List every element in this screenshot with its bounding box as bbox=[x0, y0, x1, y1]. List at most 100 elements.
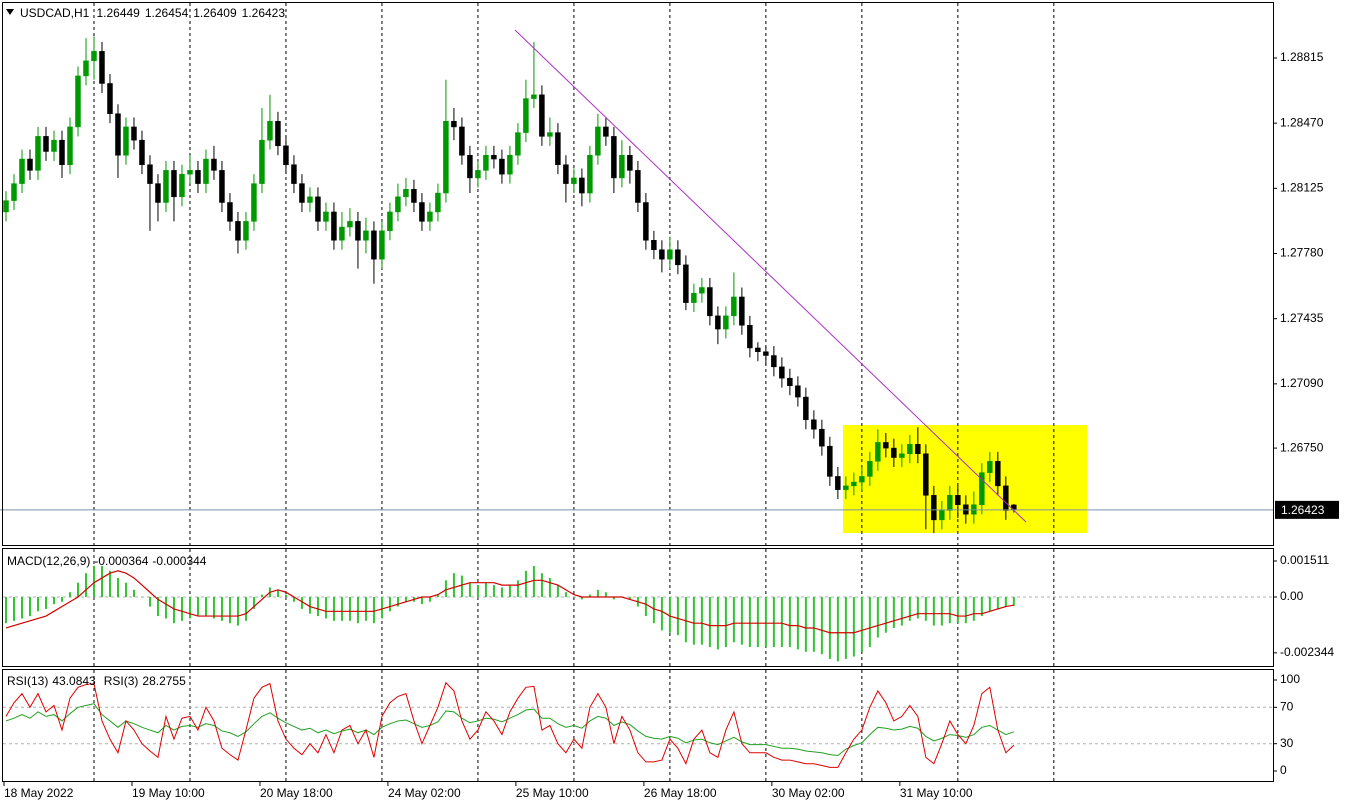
candle-body bbox=[611, 136, 617, 179]
macd-bar bbox=[684, 597, 687, 643]
macd-bar bbox=[932, 597, 935, 626]
macd-bar bbox=[828, 597, 831, 659]
candle-body bbox=[187, 170, 193, 175]
macd-bar bbox=[804, 597, 807, 652]
macd-bar bbox=[596, 589, 599, 598]
candle-body bbox=[787, 377, 793, 386]
candle-body bbox=[427, 211, 433, 222]
y-tick-label: 1.28125 bbox=[1280, 180, 1324, 194]
macd-bar bbox=[892, 597, 895, 628]
macd-bar bbox=[164, 597, 167, 619]
candle-body bbox=[675, 249, 681, 266]
symbol: USDCAD,H1 bbox=[20, 6, 90, 20]
y-tick-label: 100 bbox=[1280, 672, 1300, 686]
candle-body bbox=[851, 481, 857, 487]
macd-bar bbox=[180, 597, 183, 621]
macd-bar bbox=[748, 597, 751, 648]
candle-body bbox=[843, 485, 849, 490]
macd-bar bbox=[148, 597, 151, 607]
candle-body bbox=[539, 94, 545, 137]
y-tick-label: -0.002344 bbox=[1280, 645, 1334, 659]
candle-body bbox=[155, 183, 161, 203]
candle-body bbox=[635, 170, 641, 203]
candle-body bbox=[27, 158, 33, 171]
candle-body bbox=[35, 136, 41, 171]
candle-body bbox=[603, 126, 609, 137]
macd-bar bbox=[1012, 597, 1015, 606]
candle-body bbox=[835, 476, 841, 490]
candle-body bbox=[147, 164, 153, 184]
candle-body bbox=[499, 158, 505, 175]
macd-bar bbox=[12, 597, 15, 621]
header-close: 1.26423 bbox=[242, 6, 286, 20]
macd-bar bbox=[92, 566, 95, 598]
macd-bar bbox=[60, 597, 63, 602]
macd-bar bbox=[564, 592, 567, 598]
macd-bar bbox=[900, 597, 903, 626]
candle-body bbox=[251, 183, 257, 222]
macd-bar bbox=[236, 597, 239, 626]
macd-bar bbox=[116, 577, 119, 598]
candle-body bbox=[755, 347, 761, 352]
macd-bar bbox=[956, 597, 959, 624]
macd-bar bbox=[940, 597, 943, 626]
candle-body bbox=[291, 164, 297, 184]
candle-body bbox=[123, 126, 129, 156]
y-tick-label: 1.28470 bbox=[1280, 115, 1324, 129]
drawn-objects-front bbox=[514, 29, 1027, 523]
candle-body bbox=[595, 126, 601, 156]
macd-bar bbox=[356, 597, 359, 624]
rsi13-name: RSI(13) bbox=[7, 674, 48, 688]
menu-triangle[interactable] bbox=[6, 9, 14, 15]
candle-body bbox=[947, 495, 953, 511]
signal-line bbox=[5, 570, 1014, 634]
candle-body bbox=[315, 196, 321, 222]
candle-body bbox=[171, 170, 177, 198]
macd-bar bbox=[644, 597, 647, 617]
candle-body bbox=[363, 230, 369, 241]
macd-bar bbox=[796, 597, 799, 650]
y-tick-label: 1.27435 bbox=[1280, 311, 1324, 325]
macd-bar bbox=[436, 594, 439, 598]
macd-bar bbox=[948, 597, 951, 624]
candle-body bbox=[179, 173, 185, 198]
candle-body bbox=[819, 428, 825, 447]
rsi-header: RSI(13) 43.0843 RSI(3) 28.2755 bbox=[7, 674, 186, 688]
x-tick-label: 19 May 10:00 bbox=[132, 786, 205, 800]
y-tick-label: 30 bbox=[1280, 736, 1294, 750]
macd-bar bbox=[252, 597, 255, 609]
candle-body bbox=[219, 170, 225, 203]
candle-body bbox=[99, 51, 105, 84]
x-tick-label: 26 May 18:00 bbox=[644, 786, 717, 800]
macd-bar bbox=[324, 597, 327, 619]
macd-bar bbox=[492, 585, 495, 598]
macd-bar bbox=[188, 597, 191, 619]
macd-bar bbox=[524, 570, 527, 598]
macd-bar bbox=[788, 597, 791, 648]
candle-body bbox=[955, 495, 961, 506]
candle-body bbox=[779, 366, 785, 379]
macd-bar bbox=[908, 597, 911, 621]
candle-body bbox=[763, 351, 769, 356]
drawn-objects-back bbox=[843, 425, 1087, 533]
candle-body bbox=[579, 177, 585, 194]
macd-bar bbox=[124, 582, 127, 598]
candle-body bbox=[547, 132, 553, 137]
macd-bar bbox=[476, 585, 479, 598]
main-header: USDCAD,H1 1.26449 1.26454 1.26409 1.26423 bbox=[20, 6, 285, 20]
x-tick-label: 30 May 02:00 bbox=[772, 786, 845, 800]
x-tick-label: 20 May 18:00 bbox=[260, 786, 333, 800]
candle-body bbox=[555, 132, 561, 165]
candle-body bbox=[459, 126, 465, 156]
candle-body bbox=[915, 444, 921, 455]
macd-bar bbox=[852, 597, 855, 657]
macd-bar bbox=[292, 597, 295, 602]
candle-body bbox=[307, 196, 313, 203]
macd-bar bbox=[276, 589, 279, 598]
macd-bar bbox=[860, 597, 863, 652]
candle-body bbox=[235, 221, 241, 241]
macd-bar bbox=[220, 597, 223, 621]
price-label-box bbox=[1275, 500, 1339, 519]
candle-body bbox=[643, 202, 649, 241]
